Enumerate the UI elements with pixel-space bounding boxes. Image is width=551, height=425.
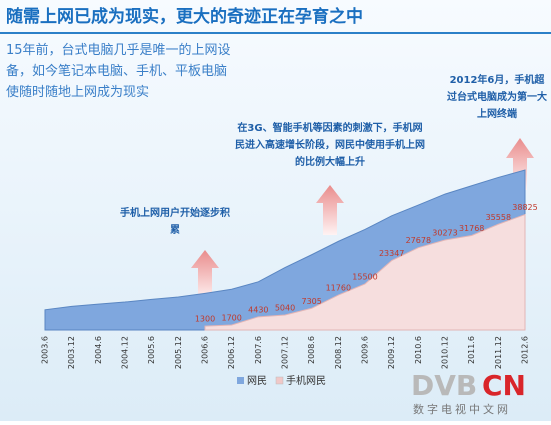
data-label: 1700 xyxy=(221,313,241,322)
data-label: 31768 xyxy=(459,224,484,233)
x-tick-label: 2008.12 xyxy=(334,336,343,369)
logo-subtitle: 数字电视中文网 xyxy=(413,402,511,416)
data-label: 27678 xyxy=(406,236,431,245)
data-label: 7305 xyxy=(301,297,321,306)
note-box: 手机上网用户开始逐步积累 xyxy=(120,208,230,236)
x-tick-label: 2007.12 xyxy=(281,336,290,369)
annotation: 在3G、智能手机等因素的刺激下，手机网民进入高速增长阶段，网民中使用手机上网的比… xyxy=(235,123,425,168)
legend-swatch xyxy=(237,377,244,384)
x-tick-label: 2003.6 xyxy=(41,336,50,364)
x-tick-label: 2010.6 xyxy=(414,336,423,364)
data-label: 35558 xyxy=(486,213,511,222)
x-tick-label: 2003.12 xyxy=(67,336,76,369)
intro-box: 15年前，台式电脑几乎是唯一的上网设备，如今笔记本电脑、手机、平板电脑使随时随地… xyxy=(6,43,231,100)
note-box: 在3G、智能手机等因素的刺激下，手机网民进入高速增长阶段，网民中使用手机上网的比… xyxy=(235,123,425,168)
arrow xyxy=(316,185,344,235)
data-label: 11760 xyxy=(326,284,351,293)
legend-label: 网民 xyxy=(247,375,267,387)
legend-label: 手机网民 xyxy=(286,374,326,387)
annotation: 2012年6月，手机超过台式电脑成为第一大上网终端 xyxy=(447,75,547,120)
x-tick-label: 2005.6 xyxy=(147,336,156,364)
intro: 15年前，台式电脑几乎是唯一的上网设备，如今笔记本电脑、手机、平板电脑使随时随地… xyxy=(6,43,231,100)
data-label: 23347 xyxy=(379,249,404,258)
logo: DVB xyxy=(411,369,477,402)
chart-title: 随需上网已成为现实，更大的奇迹正在孕育之中 xyxy=(6,6,363,27)
x-tick-label: 2004.6 xyxy=(94,336,103,364)
annotation: 手机上网用户开始逐步积累 xyxy=(120,208,230,236)
x-tick-label: 2004.12 xyxy=(121,336,130,369)
data-label: 38825 xyxy=(512,203,537,212)
data-label: 5040 xyxy=(275,304,295,313)
note-box: 2012年6月，手机超过台式电脑成为第一大上网终端 xyxy=(447,75,547,120)
x-tick-label: 2011.6 xyxy=(467,336,476,364)
x-tick-label: 2008.6 xyxy=(307,336,316,364)
x-tick-label: 2010.12 xyxy=(441,336,450,369)
area xyxy=(204,213,526,331)
x-tick-label: 2009.6 xyxy=(361,336,370,364)
x-tick-label: 2012.6 xyxy=(521,336,530,364)
legend-swatch xyxy=(275,376,284,385)
x-tick-label: 2006.6 xyxy=(201,336,210,364)
x-tick-label: 2006.12 xyxy=(227,336,236,369)
x-tick-label: 2005.12 xyxy=(174,336,183,369)
data-label: 15500 xyxy=(352,272,377,281)
logo: CN xyxy=(482,369,526,402)
arrow xyxy=(191,250,219,300)
x-tick-label: 2011.12 xyxy=(494,336,503,369)
data-label: 1300 xyxy=(195,315,215,324)
x-tick-label: 2007.6 xyxy=(254,336,263,364)
data-label: 4430 xyxy=(248,305,268,314)
data-label: 30273 xyxy=(432,228,457,237)
x-tick-label: 2009.12 xyxy=(387,336,396,369)
